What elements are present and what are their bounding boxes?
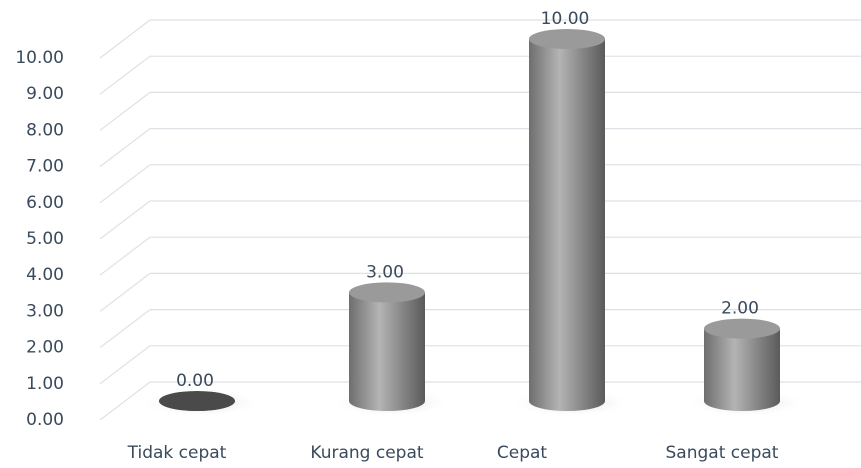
- x-tick-label: Sangat cepat: [666, 443, 779, 463]
- y-tick-label: 3.00: [26, 301, 64, 321]
- grid-line: [99, 381, 151, 421]
- y-tick-label: 4.00: [26, 265, 64, 285]
- y-tick-label: 6.00: [26, 193, 64, 213]
- y-tick-label: 8.00: [26, 120, 64, 140]
- y-tick-label: 10.00: [15, 48, 64, 68]
- value-label: 10.00: [541, 9, 590, 29]
- grid-line: [99, 345, 151, 385]
- grid-line: [99, 91, 151, 131]
- grid-line: [99, 272, 151, 312]
- value-label: 0.00: [176, 371, 214, 391]
- grid-line: [99, 309, 151, 349]
- x-tick-label: Cepat: [497, 443, 548, 463]
- grid-line: [99, 236, 151, 276]
- y-tick-label: 2.00: [26, 338, 64, 358]
- grid-line: [99, 128, 151, 168]
- x-tick-label: Kurang cepat: [310, 443, 423, 463]
- bar: [159, 391, 235, 411]
- y-tick-label: 5.00: [26, 229, 64, 249]
- grid-line: [99, 19, 151, 59]
- value-label: 2.00: [721, 299, 759, 319]
- grid-line: [99, 55, 151, 95]
- y-tick-label: 7.00: [26, 157, 64, 177]
- bar: [704, 318, 780, 411]
- y-tick-label: 9.00: [26, 84, 64, 104]
- grid-line: [99, 164, 151, 204]
- value-label: 3.00: [366, 262, 404, 282]
- y-tick-label: 0.00: [26, 410, 64, 430]
- bar: [529, 29, 605, 411]
- y-tick-label: 1.00: [26, 374, 64, 394]
- grid-line: [99, 200, 151, 240]
- bar: [349, 282, 425, 411]
- x-tick-label: Tidak cepat: [127, 443, 227, 463]
